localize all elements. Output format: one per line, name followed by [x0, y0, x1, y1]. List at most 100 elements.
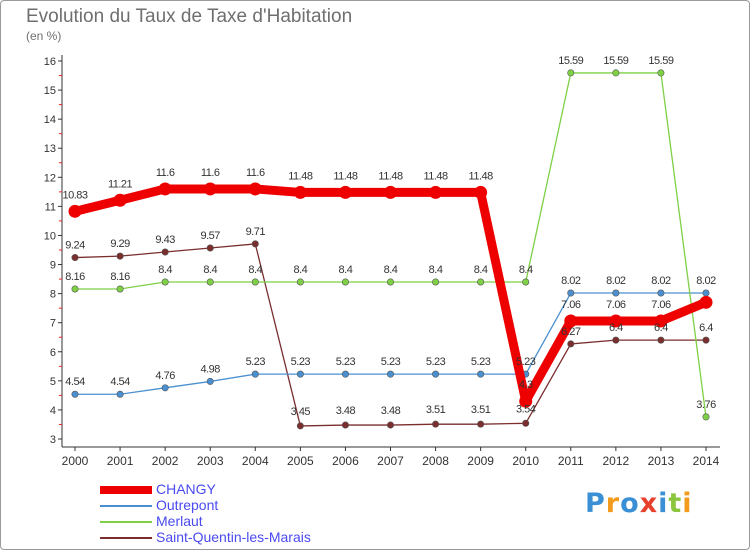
data-label: 5.23: [246, 356, 266, 368]
data-point: [158, 182, 172, 196]
y-tick-label: 8: [50, 289, 56, 301]
data-label: 8.4: [293, 264, 307, 276]
data-label: 7.06: [651, 299, 671, 311]
data-label: 3.51: [426, 404, 446, 416]
x-tick-label: 2006: [332, 454, 359, 468]
data-label: 4.98: [201, 363, 221, 375]
x-tick-label: 2004: [242, 454, 269, 468]
x-tick-label: 2010: [512, 454, 539, 468]
data-point: [702, 336, 710, 344]
data-point: [609, 314, 623, 328]
data-label: 11.21: [108, 178, 133, 190]
data-point: [522, 278, 530, 286]
data-point: [251, 370, 259, 378]
data-point: [567, 340, 575, 348]
data-label: 10.83: [62, 189, 87, 201]
data-label: 9.24: [65, 240, 85, 252]
data-label: 11.6: [156, 167, 175, 179]
legend-swatch: [100, 521, 152, 523]
x-tick-label: 2005: [287, 454, 314, 468]
y-tick-label: 14: [44, 114, 56, 126]
data-label: 8.4: [248, 264, 262, 276]
data-point: [296, 278, 304, 286]
data-label: 8.02: [651, 275, 671, 287]
legend-label: CHANGY: [156, 481, 216, 497]
legend-label: Outrepont: [156, 497, 219, 513]
data-label: 8.4: [429, 264, 443, 276]
y-tick-label: 3: [50, 434, 56, 446]
data-point: [429, 185, 443, 199]
data-point: [477, 278, 485, 286]
data-point: [432, 420, 440, 428]
data-point: [432, 278, 440, 286]
data-label: 8.16: [65, 271, 85, 283]
data-point: [564, 314, 578, 328]
data-point: [654, 314, 668, 328]
data-label: 15.59: [603, 55, 628, 67]
data-label: 8.4: [474, 264, 488, 276]
y-tick-label: 13: [44, 143, 56, 155]
data-label: 9.57: [201, 230, 221, 242]
x-tick-label: 2011: [558, 454, 584, 468]
chart-title: Evolution du Taux de Taxe d'Habitation: [26, 6, 353, 27]
x-tick-label: 2012: [603, 454, 630, 468]
data-label: 6.27: [561, 326, 581, 338]
data-point: [657, 69, 665, 77]
data-point: [702, 413, 710, 421]
data-label: 3.54: [516, 403, 536, 415]
legend-label: Saint-Quentin-les-Marais: [156, 529, 311, 545]
x-tick-label: 2000: [62, 454, 89, 468]
legend-swatch: [100, 486, 152, 494]
logo-letter: x: [639, 488, 659, 519]
legend-label: Merlaut: [156, 513, 203, 529]
data-point: [71, 285, 79, 293]
data-label: 3.51: [471, 404, 491, 416]
legend-swatch: [100, 505, 152, 507]
y-tick-label: 4: [50, 405, 56, 417]
data-label: 9.43: [155, 234, 175, 246]
data-point: [612, 289, 620, 297]
y-tick-label: 11: [45, 201, 56, 213]
y-tick-label: 9: [50, 260, 56, 272]
data-point: [702, 289, 710, 297]
data-point: [71, 254, 79, 262]
x-tick-label: 2003: [197, 454, 224, 468]
data-label: 11.6: [246, 167, 265, 179]
logo-letter: P: [585, 488, 606, 519]
data-point: [657, 336, 665, 344]
data-label: 5.23: [471, 356, 491, 368]
y-tick-label: 16: [44, 56, 56, 68]
data-label: 4.54: [65, 376, 85, 388]
data-label: 6.4: [609, 322, 623, 334]
proxiti-logo: Proxiti: [585, 488, 693, 519]
x-tick-label: 2007: [377, 454, 404, 468]
data-point: [116, 390, 124, 398]
data-point: [699, 295, 713, 309]
data-label: 15.59: [558, 55, 583, 67]
data-point: [206, 278, 214, 286]
data-label: 8.02: [606, 275, 626, 287]
y-tick-label: 15: [44, 85, 56, 97]
data-point: [341, 278, 349, 286]
data-point: [116, 285, 124, 293]
data-point: [477, 420, 485, 428]
data-label: 6.4: [699, 322, 713, 334]
data-point: [206, 244, 214, 252]
data-label: 4.54: [110, 376, 130, 388]
logo-letter: r: [605, 488, 621, 519]
data-label: 6.4: [654, 322, 668, 334]
data-point: [161, 278, 169, 286]
data-labels: 10.83 11.21 11.6 11.6 11.6 11.48 11.48 11.48 11.…: [62, 55, 716, 418]
data-label: 9.71: [246, 226, 266, 238]
data-label: 5.23: [516, 356, 536, 368]
data-point: [206, 377, 214, 385]
data-label: 11.6: [201, 167, 220, 179]
data-point: [612, 336, 620, 344]
data-point: [341, 421, 349, 429]
data-label: 11.48: [333, 170, 358, 182]
data-point: [386, 278, 394, 286]
data-label: 3.48: [336, 405, 356, 417]
series-lines: [68, 69, 713, 430]
data-label: 11.48: [288, 170, 313, 182]
